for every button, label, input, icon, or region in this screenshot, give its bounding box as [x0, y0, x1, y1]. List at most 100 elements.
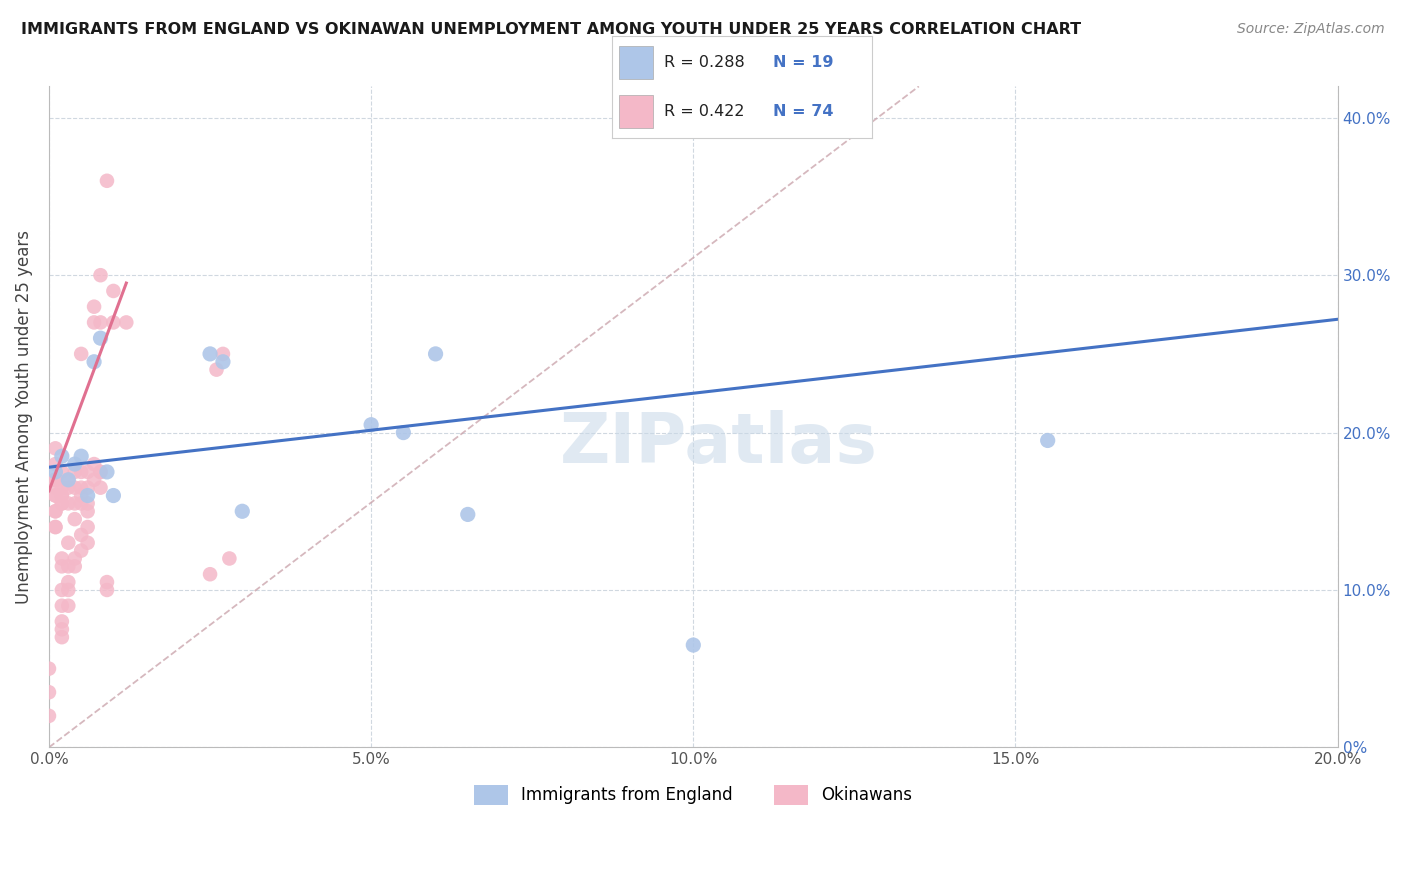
Point	[212, 347, 235, 361]
Point	[44, 465, 66, 479]
Text: Source: ZipAtlas.com: Source: ZipAtlas.com	[1237, 22, 1385, 37]
Point	[51, 582, 73, 597]
Point	[83, 355, 105, 369]
Point	[58, 496, 80, 510]
Point	[51, 489, 73, 503]
Point	[231, 504, 253, 518]
Point	[392, 425, 415, 440]
Point	[58, 481, 80, 495]
FancyBboxPatch shape	[620, 46, 654, 78]
Point	[58, 582, 80, 597]
Y-axis label: Unemployment Among Youth under 25 years: Unemployment Among Youth under 25 years	[15, 230, 32, 604]
Point	[83, 473, 105, 487]
Text: N = 74: N = 74	[773, 104, 834, 120]
Point	[76, 496, 98, 510]
Point	[51, 630, 73, 644]
Point	[51, 623, 73, 637]
Point	[76, 520, 98, 534]
Point	[70, 481, 93, 495]
Point	[360, 417, 382, 432]
Point	[1036, 434, 1059, 448]
Point	[51, 599, 73, 613]
Point	[83, 457, 105, 471]
Point	[103, 284, 125, 298]
Text: R = 0.288: R = 0.288	[664, 54, 744, 70]
Point	[51, 551, 73, 566]
Legend: Immigrants from England, Okinawans: Immigrants from England, Okinawans	[468, 778, 918, 812]
Point	[58, 535, 80, 549]
Point	[70, 489, 93, 503]
Point	[76, 481, 98, 495]
Point	[96, 465, 118, 479]
Point	[89, 331, 111, 345]
Point	[70, 496, 93, 510]
Point	[425, 347, 447, 361]
Point	[70, 543, 93, 558]
Point	[44, 504, 66, 518]
Point	[44, 489, 66, 503]
Point	[51, 489, 73, 503]
Point	[198, 347, 221, 361]
Text: R = 0.422: R = 0.422	[664, 104, 744, 120]
Point	[51, 449, 73, 463]
Point	[38, 709, 60, 723]
Point	[63, 559, 86, 574]
Point	[58, 599, 80, 613]
Point	[218, 551, 240, 566]
Point	[115, 315, 138, 329]
Point	[44, 442, 66, 456]
Point	[44, 504, 66, 518]
Point	[89, 268, 111, 283]
Point	[63, 551, 86, 566]
Point	[44, 520, 66, 534]
Point	[83, 315, 105, 329]
Point	[83, 300, 105, 314]
Point	[76, 504, 98, 518]
Text: N = 19: N = 19	[773, 54, 834, 70]
Point	[103, 315, 125, 329]
Point	[38, 662, 60, 676]
Point	[63, 496, 86, 510]
Point	[63, 512, 86, 526]
Point	[89, 465, 111, 479]
Point	[76, 489, 98, 503]
Point	[51, 496, 73, 510]
Point	[205, 362, 228, 376]
Point	[44, 473, 66, 487]
Point	[44, 457, 66, 471]
FancyBboxPatch shape	[620, 95, 654, 128]
Point	[58, 559, 80, 574]
Point	[58, 575, 80, 590]
Point	[96, 174, 118, 188]
Point	[63, 465, 86, 479]
Point	[89, 465, 111, 479]
Point	[96, 582, 118, 597]
Text: IMMIGRANTS FROM ENGLAND VS OKINAWAN UNEMPLOYMENT AMONG YOUTH UNDER 25 YEARS CORR: IMMIGRANTS FROM ENGLAND VS OKINAWAN UNEM…	[21, 22, 1081, 37]
Text: ZIPatlas: ZIPatlas	[560, 409, 877, 477]
Point	[38, 685, 60, 699]
Point	[63, 457, 86, 471]
Point	[198, 567, 221, 582]
Point	[89, 481, 111, 495]
Point	[457, 508, 479, 522]
Point	[51, 615, 73, 629]
Point	[682, 638, 704, 652]
Point	[70, 449, 93, 463]
Point	[70, 347, 93, 361]
Point	[44, 520, 66, 534]
Point	[44, 473, 66, 487]
Point	[58, 473, 80, 487]
Point	[51, 465, 73, 479]
Point	[51, 481, 73, 495]
Point	[212, 355, 235, 369]
Point	[96, 575, 118, 590]
Point	[89, 315, 111, 329]
Point	[63, 481, 86, 495]
Point	[70, 528, 93, 542]
Point	[51, 496, 73, 510]
Point	[76, 535, 98, 549]
Point	[70, 465, 93, 479]
Point	[51, 559, 73, 574]
Point	[44, 489, 66, 503]
Point	[58, 473, 80, 487]
